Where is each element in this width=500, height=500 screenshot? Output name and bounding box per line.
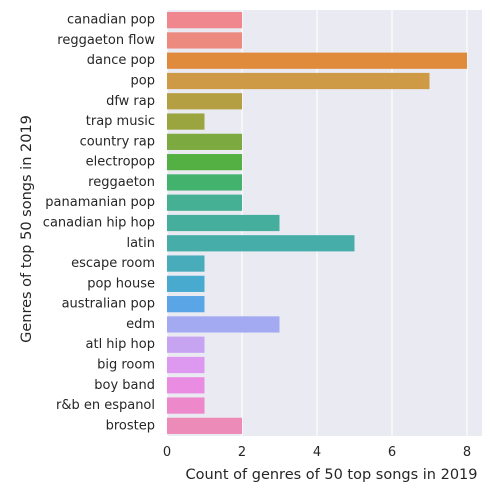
y-tick-label: reggaeton	[88, 175, 155, 190]
bar	[167, 93, 242, 110]
bar	[167, 296, 205, 313]
y-tick-label: pop	[131, 74, 155, 89]
y-tick-label: brostep	[106, 418, 155, 433]
y-tick-label: big room	[97, 358, 155, 373]
bar	[167, 397, 205, 414]
y-tick-label: dance pop	[87, 53, 155, 68]
y-tick-label: electropop	[86, 155, 155, 170]
x-axis-label: Count of genres of 50 top songs in 2019	[185, 467, 477, 483]
bar	[167, 133, 242, 150]
bar	[167, 174, 242, 191]
y-tick-label: latin	[126, 236, 155, 251]
x-tick-labels: 0 2 4 6 8	[163, 445, 471, 460]
y-tick-label: escape room	[71, 256, 155, 271]
x-tick-label: 0	[163, 445, 171, 460]
bar	[167, 356, 205, 374]
bar	[167, 32, 242, 49]
y-tick-label: reggaeton flow	[57, 33, 155, 48]
bar	[167, 255, 205, 272]
bar	[167, 235, 355, 252]
y-tick-label: canadian hip hop	[43, 216, 155, 231]
bar	[167, 52, 467, 69]
bar	[167, 336, 205, 353]
y-tick-label: dfw rap	[106, 94, 155, 109]
bar	[167, 316, 280, 333]
x-tick-label: 8	[463, 445, 471, 460]
bar	[167, 275, 205, 292]
bar	[167, 72, 430, 90]
bar	[167, 214, 280, 232]
bar	[167, 417, 242, 434]
y-tick-label: edm	[126, 317, 155, 332]
bar	[167, 12, 242, 29]
y-tick-label: r&b en espanol	[56, 398, 155, 413]
bar	[167, 377, 205, 394]
y-tick-label: australian pop	[62, 297, 155, 312]
bar	[167, 113, 205, 130]
y-axis-label: Genres of top 50 songs in 2019	[19, 115, 35, 343]
y-tick-label: country rap	[80, 134, 155, 149]
bars	[167, 12, 467, 434]
bar	[167, 194, 242, 211]
y-tick-label: trap music	[86, 114, 155, 129]
x-tick-label: 4	[313, 445, 321, 460]
bar	[167, 154, 242, 171]
y-tick-label: panamanian pop	[45, 195, 155, 210]
y-tick-label: atl hip hop	[86, 337, 156, 352]
x-tick-label: 6	[388, 445, 396, 460]
y-tick-labels: canadian pop reggaeton flow dance pop pop df…	[43, 13, 156, 434]
y-tick-label: pop house	[87, 276, 155, 291]
x-tick-label: 2	[238, 445, 246, 460]
y-tick-label: canadian pop	[67, 13, 155, 28]
y-tick-label: boy band	[94, 378, 155, 393]
